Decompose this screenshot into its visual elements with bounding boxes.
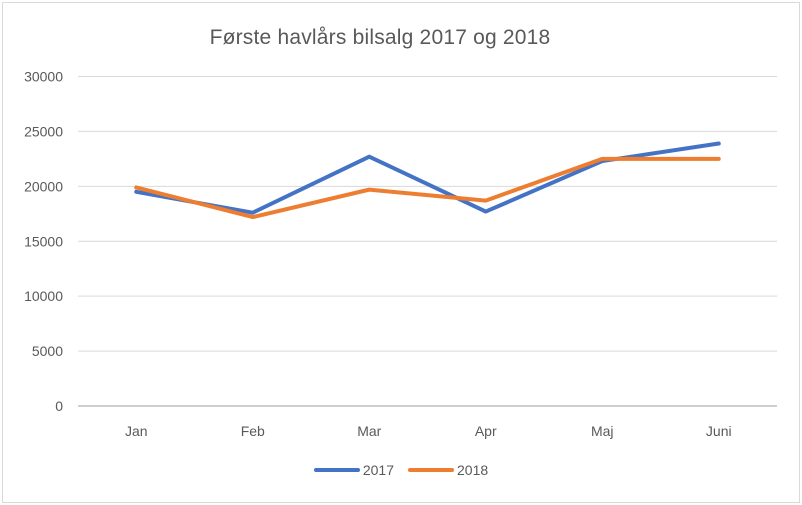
chart-legend: 2017 2018 — [0, 462, 802, 478]
legend-label-2017: 2017 — [362, 462, 394, 478]
y-tick-label: 5000 — [32, 343, 63, 359]
y-tick-label: 20000 — [24, 178, 63, 194]
legend-label-2018: 2018 — [457, 462, 489, 478]
x-tick-label: Juni — [706, 423, 732, 439]
y-tick-label: 15000 — [24, 233, 63, 249]
y-tick-label: 25000 — [24, 123, 63, 139]
y-tick-label: 30000 — [24, 69, 63, 85]
x-tick-label: Feb — [241, 423, 265, 439]
x-tick-label: Jan — [125, 423, 148, 439]
x-tick-label: Apr — [475, 423, 497, 439]
y-tick-label: 0 — [55, 398, 63, 414]
legend-line-swatch-2018 — [408, 468, 454, 472]
x-tick-label: Maj — [591, 423, 614, 439]
legend-line-swatch-2017 — [313, 468, 360, 472]
legend-item-2017: 2017 — [313, 462, 394, 478]
legend-item-2018: 2018 — [408, 462, 488, 478]
chart-title: Første havlårs bilsalg 2017 og 2018 — [209, 26, 551, 49]
x-tick-label: Mar — [357, 423, 381, 439]
y-tick-label: 10000 — [24, 288, 63, 304]
series-line-2018 — [134, 156, 721, 220]
series-line-2017 — [134, 141, 721, 215]
